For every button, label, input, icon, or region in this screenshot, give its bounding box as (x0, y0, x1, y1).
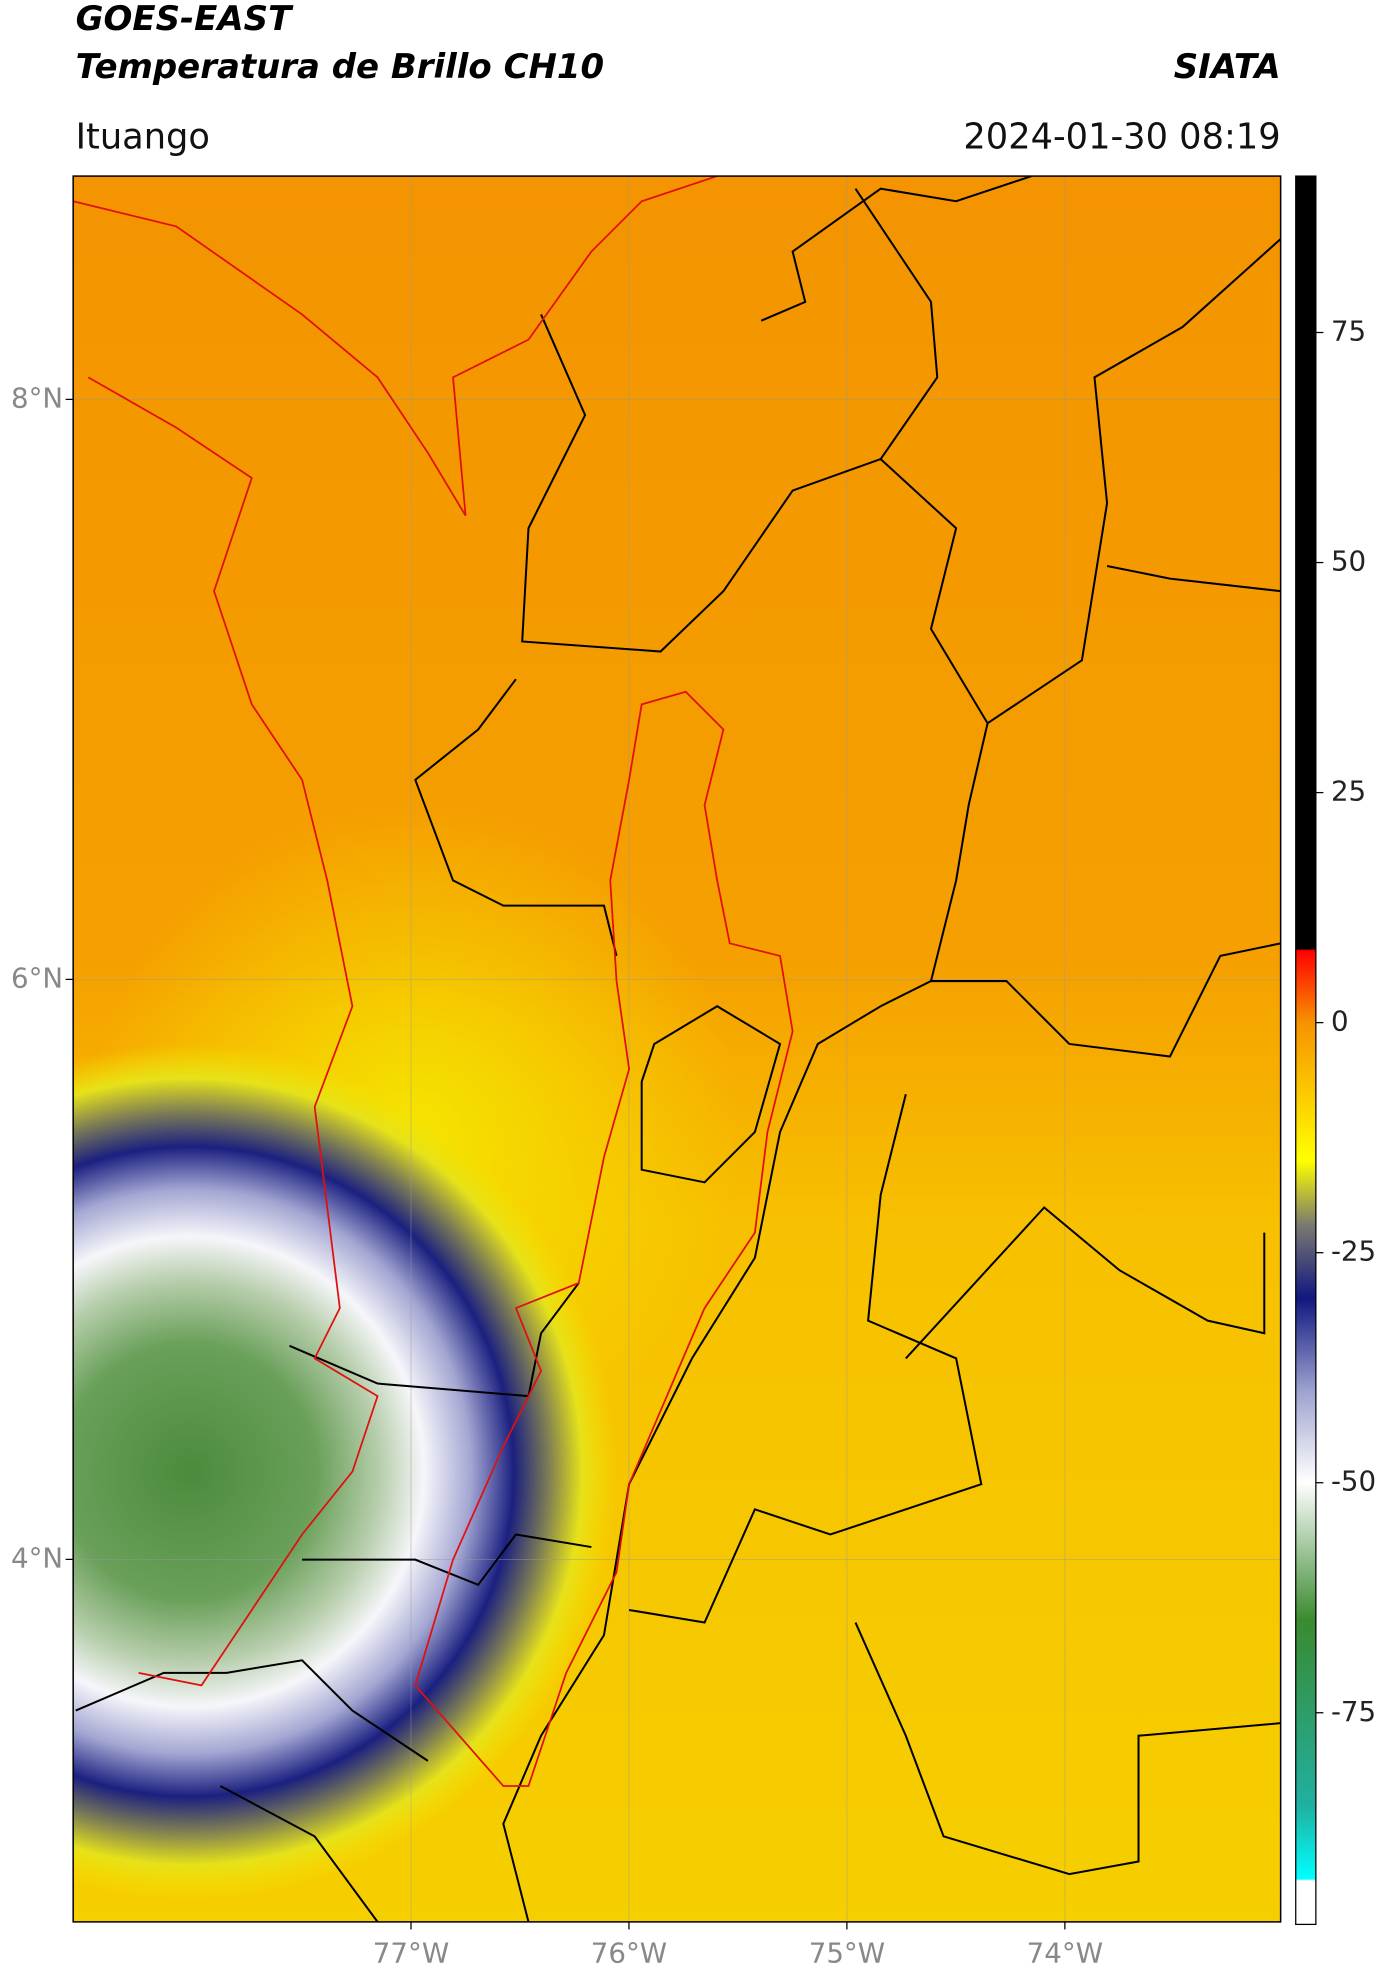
boundary (302, 1533, 592, 1587)
colorbar-label: -25 (1331, 1235, 1376, 1268)
timestamp: 2024-01-30 08:19 (963, 116, 1280, 157)
boundary (628, 1094, 983, 1624)
boundary (75, 1659, 429, 1762)
map-axes: 8°N 6°N 4°N 77°W 76°W 75°W 74°W (11, 381, 1103, 1969)
boundary (854, 1622, 1281, 1876)
lat-label: 6°N (11, 961, 63, 994)
boundary (879, 238, 1281, 725)
colorbar-label: 25 (1331, 775, 1366, 808)
lon-label: 77°W (373, 1937, 449, 1970)
map (73, 176, 1281, 1922)
coastline (87, 376, 379, 1687)
boundary (930, 942, 1281, 1058)
coastline (73, 176, 718, 517)
lon-label: 75°W (809, 1937, 885, 1970)
subtitle: Temperatura de Brillo CH10 (76, 47, 604, 87)
colorbar-ticks: 75 50 25 0 -25 -50 -75 (1315, 315, 1376, 1728)
boundary (219, 1785, 379, 1922)
lat-label: 8°N (11, 381, 63, 414)
boundary (760, 176, 1032, 322)
colorbar-label: -50 (1331, 1465, 1376, 1498)
colorbar-label: 50 (1331, 545, 1366, 578)
colorbar-label: -75 (1331, 1695, 1376, 1728)
location: Ituango (76, 116, 210, 157)
lat-label: 4°N (11, 1541, 63, 1574)
boundary (1106, 565, 1281, 593)
storm-field (73, 1006, 954, 1922)
map-frame (72, 175, 1282, 1923)
colorbar-label: 0 (1331, 1005, 1349, 1038)
boundary (414, 678, 618, 957)
coast-and-basin (73, 176, 794, 1787)
graticule (73, 176, 1281, 1922)
lon-label: 74°W (1027, 1937, 1103, 1970)
source: SIATA (1174, 47, 1281, 87)
colorbar-label: 75 (1331, 315, 1366, 348)
colorbar (1295, 175, 1317, 1926)
boundary (521, 188, 939, 653)
boundary (905, 1206, 1266, 1360)
boundary (640, 1005, 782, 1184)
basin-outline (414, 690, 794, 1787)
title: GOES-EAST (76, 0, 294, 39)
lon-label: 76°W (591, 1937, 667, 1970)
